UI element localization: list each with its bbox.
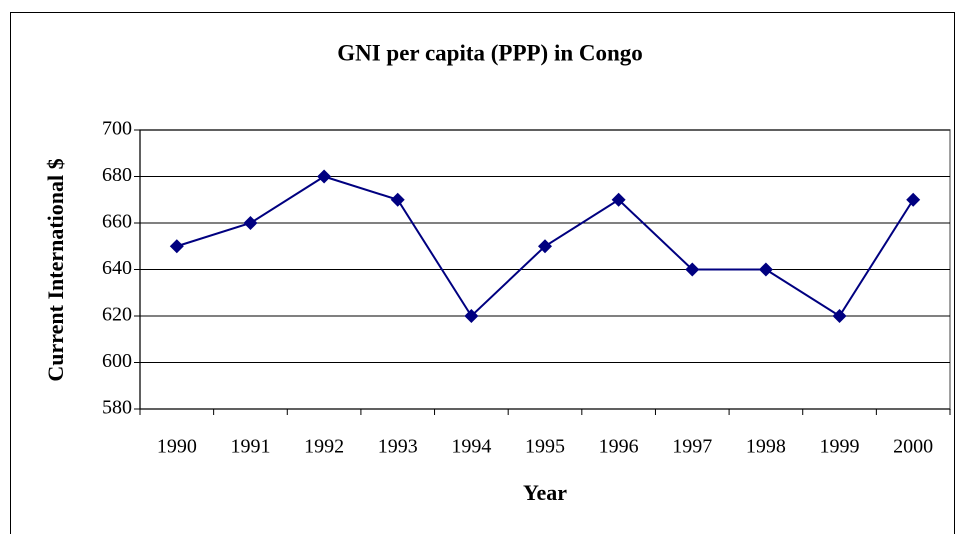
x-tick-label: 1992 — [304, 436, 344, 458]
data-point — [317, 169, 332, 184]
x-tick-label: 1999 — [820, 436, 860, 458]
y-tick-label: 620 — [102, 304, 132, 326]
data-point — [685, 262, 700, 277]
data-point — [611, 192, 626, 207]
x-tick-label: 2000 — [893, 436, 933, 458]
data-point — [169, 239, 184, 254]
y-tick-label: 640 — [102, 257, 132, 279]
y-tick-label: 600 — [102, 350, 132, 372]
x-tick-label: 1996 — [599, 436, 639, 458]
data-point — [243, 216, 258, 230]
x-tick-label: 1994 — [451, 436, 491, 458]
data-point — [832, 309, 847, 323]
x-tick-label: 1991 — [230, 436, 270, 458]
x-tick-label: 1998 — [746, 436, 786, 458]
x-tick-label: 1993 — [378, 436, 418, 458]
x-tick-label: 1995 — [525, 436, 565, 458]
y-tick-label: 700 — [102, 118, 132, 140]
chart-title: GNI per capita (PPP) in Congo — [337, 40, 643, 65]
y-tick-label: 680 — [102, 164, 132, 186]
y-tick-label: 660 — [102, 211, 132, 233]
data-point — [758, 262, 773, 277]
x-tick-label: 1997 — [672, 436, 712, 458]
y-axis-title: Current International $ — [43, 158, 68, 381]
x-tick-label: 1990 — [157, 436, 197, 458]
y-tick-label: 580 — [102, 397, 132, 419]
data-point — [906, 192, 921, 207]
data-point — [464, 309, 479, 323]
x-axis-title: Year — [523, 480, 567, 505]
data-point — [390, 192, 405, 207]
data-point — [538, 239, 552, 254]
